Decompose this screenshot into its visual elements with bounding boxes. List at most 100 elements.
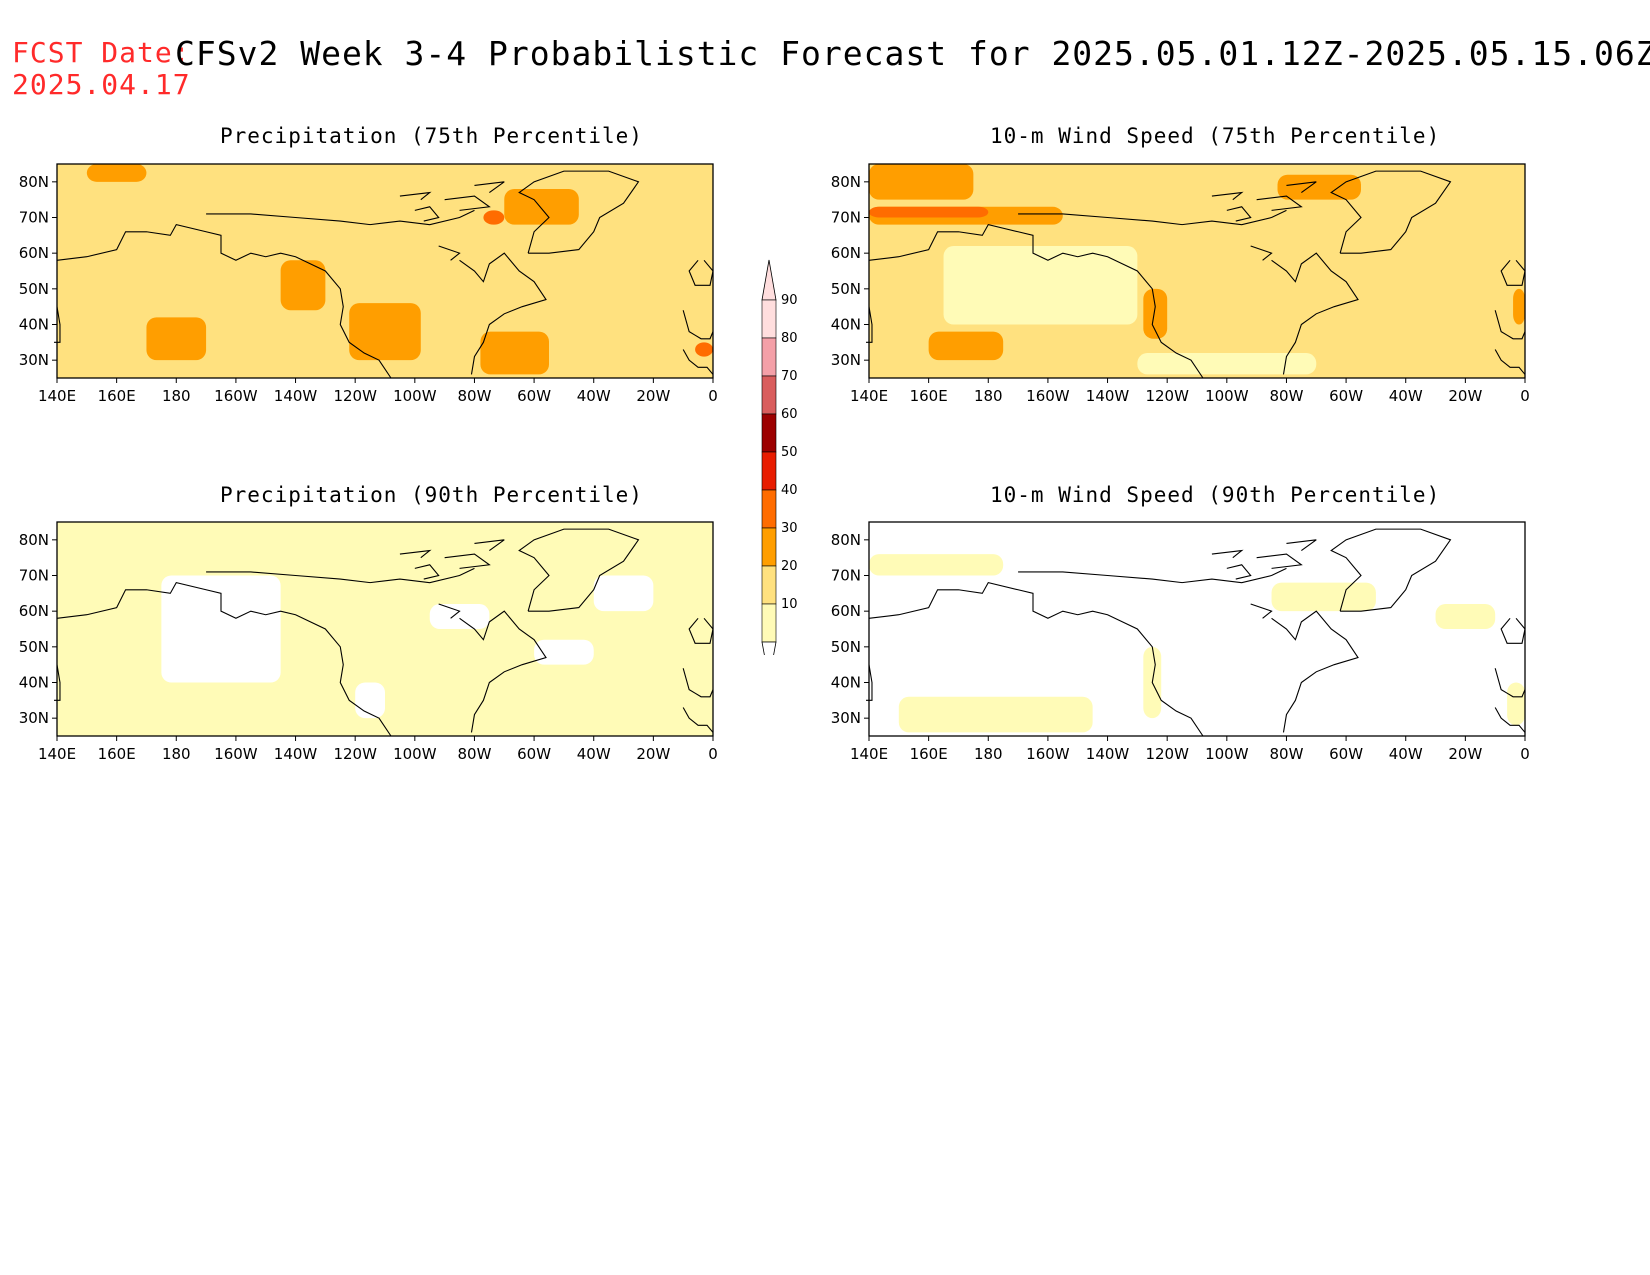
lon-tick-label: 120W (333, 745, 377, 763)
lon-tick-label: 160E (910, 745, 948, 763)
coastline (399, 191, 432, 201)
coastline (682, 707, 714, 733)
lon-tick-label: 140E (850, 745, 888, 763)
colorbar-segment (761, 337, 777, 377)
colorbar-label: 30 (781, 521, 798, 536)
probability-patch (534, 639, 594, 665)
panel-title-wind-75: 10-m Wind Speed (75th Percentile) (990, 124, 1441, 148)
coastline (1494, 349, 1526, 375)
lon-tick-label: 140W (1086, 387, 1130, 405)
map-frame (868, 163, 1526, 379)
coastline (414, 206, 440, 222)
lon-tick-label: 180 (162, 387, 191, 405)
coastline (1494, 310, 1526, 340)
lat-tick-label: 70N (831, 567, 861, 585)
coastline (56, 582, 392, 737)
colorbar-label: 40 (781, 483, 798, 498)
lat-tick-label: 60N (19, 602, 49, 620)
probability-patch (898, 696, 1093, 733)
lon-tick-label: 100W (393, 387, 437, 405)
color-legend: 90 80 70 60 50 40 30 20 10 (761, 259, 798, 655)
colorbar-segment (761, 527, 777, 567)
lon-tick-label: 160E (98, 387, 136, 405)
probability-patch (1271, 582, 1376, 612)
probability-patch (869, 164, 974, 200)
probability-patch (695, 342, 713, 357)
lon-tick-label: 120W (1145, 387, 1189, 405)
lat-tick-label: 30N (831, 709, 861, 727)
coastline (438, 245, 461, 261)
colorbar-label: 80 (781, 331, 798, 346)
lon-tick-label: 140W (1086, 745, 1130, 763)
coastline (1271, 252, 1359, 375)
lat-tick-label: 60N (831, 602, 861, 620)
coastline (1500, 259, 1526, 286)
lon-tick-label: 140E (38, 745, 76, 763)
lon-tick-label: 20W (1448, 387, 1482, 405)
coastline (518, 528, 640, 612)
lon-tick-label: 100W (393, 745, 437, 763)
colorbar-segment (761, 375, 777, 415)
colorbar-label: 20 (781, 559, 798, 574)
probability-patch (1435, 604, 1496, 629)
coastline (682, 349, 714, 375)
coastline (688, 617, 714, 644)
probability-patch (86, 164, 147, 182)
map-panel-precip-75: 140E 160E 180 160W 140W 120W 100W 80W 60W 40W 20W 0… (19, 163, 718, 405)
probability-patch (504, 188, 579, 225)
lat-tick-label: 80N (831, 531, 861, 549)
map-frame (868, 521, 1526, 737)
probability-patch (1507, 682, 1525, 726)
coastline (1500, 617, 1526, 644)
lat-tick-label: 30N (19, 709, 49, 727)
colorbar-top-arrow (761, 259, 777, 301)
lon-tick-label: 160E (910, 387, 948, 405)
lon-tick-label: 120W (333, 387, 377, 405)
probability-patches (869, 554, 1525, 733)
lon-tick-label: 120W (1145, 745, 1189, 763)
coastline (1226, 206, 1252, 222)
coastline (438, 603, 461, 619)
colorbar-segment (761, 489, 777, 529)
coastline (1256, 553, 1303, 569)
probability-patches (869, 164, 1525, 375)
lat-tick-label: 80N (831, 173, 861, 191)
coastline (1250, 603, 1273, 619)
lon-tick-label: 0 (708, 387, 718, 405)
probability-patch (480, 331, 549, 375)
probability-patches (86, 164, 713, 375)
coastline (474, 181, 505, 193)
forecast-date: 2025.04.17 (12, 68, 191, 101)
coastline (1250, 245, 1273, 261)
lon-tick-label: 20W (636, 387, 670, 405)
lat-tick-label: 40N (831, 674, 861, 692)
lat-tick-label: 30N (831, 351, 861, 369)
probability-patch (161, 575, 281, 683)
coastline (688, 259, 714, 286)
lon-tick-label: 160W (1026, 745, 1070, 763)
panel-title-precip-90: Precipitation (90th Percentile) (220, 483, 643, 507)
forecast-date-label: FCST Date: (12, 36, 191, 69)
coastlines (866, 528, 1526, 737)
lon-tick-label: 160W (214, 745, 258, 763)
colorbar-label: 90 (781, 293, 798, 308)
probability-patch (429, 604, 490, 629)
colorbar-segment (761, 565, 777, 605)
lon-tick-label: 40W (1389, 387, 1423, 405)
coastline (1271, 610, 1359, 733)
lon-tick-label: 20W (636, 745, 670, 763)
colorbar-label: 70 (781, 369, 798, 384)
probability-patch (869, 206, 989, 218)
coastline (56, 224, 392, 379)
probability-patch (943, 246, 1138, 325)
coastline (1286, 539, 1317, 551)
coastlines (54, 528, 714, 737)
colorbar-label: 60 (781, 407, 798, 422)
lon-tick-label: 0 (1520, 745, 1530, 763)
lat-tick-label: 80N (19, 531, 49, 549)
probability-patch (355, 682, 385, 719)
map-panel-wind-75: 140E 160E 180 160W 140W 120W 100W 80W 60W 40W 20W 0… (831, 163, 1530, 405)
colorbar-segment (761, 603, 777, 643)
panel-title-wind-90: 10-m Wind Speed (90th Percentile) (990, 483, 1441, 507)
coastline (414, 564, 440, 580)
